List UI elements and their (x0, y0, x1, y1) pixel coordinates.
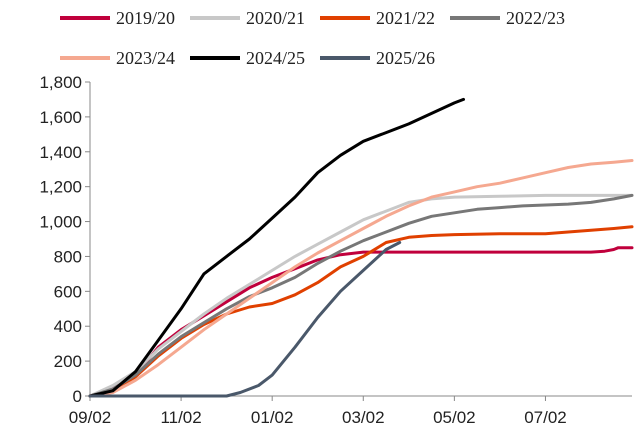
legend-label: 2022/23 (506, 8, 565, 28)
y-tick-label: 1,400 (39, 143, 82, 162)
legend-label: 2025/26 (376, 48, 435, 68)
legend-label: 2019/20 (116, 8, 175, 28)
y-tick-label: 1,200 (39, 178, 82, 197)
x-tick-label: 09/02 (69, 408, 112, 427)
x-tick-label: 03/02 (342, 408, 385, 427)
series-line-2022-23 (88, 193, 634, 398)
x-tick-label: 07/02 (524, 408, 567, 427)
series-line-2020-21 (88, 193, 634, 398)
y-tick-label: 1,600 (39, 108, 82, 127)
series-line-2025-26 (88, 241, 402, 398)
series-line-2023-24 (88, 159, 634, 398)
x-tick-label: 01/02 (251, 408, 294, 427)
y-tick-label: 800 (54, 247, 82, 266)
y-tick-label: 600 (54, 282, 82, 301)
y-tick-label: 400 (54, 317, 82, 336)
legend-label: 2023/24 (116, 48, 175, 68)
y-tick-label: 0 (73, 387, 82, 406)
y-tick-label: 200 (54, 352, 82, 371)
legend-label: 2020/21 (246, 8, 305, 28)
y-tick-label: 1,800 (39, 73, 82, 92)
y-tick-label: 1,000 (39, 213, 82, 232)
x-tick-label: 11/02 (160, 408, 201, 427)
x-tick-label: 05/02 (433, 408, 476, 427)
series-line-2024-25 (88, 97, 465, 398)
legend-label: 2024/25 (246, 48, 305, 68)
legend-label: 2021/22 (376, 8, 435, 28)
